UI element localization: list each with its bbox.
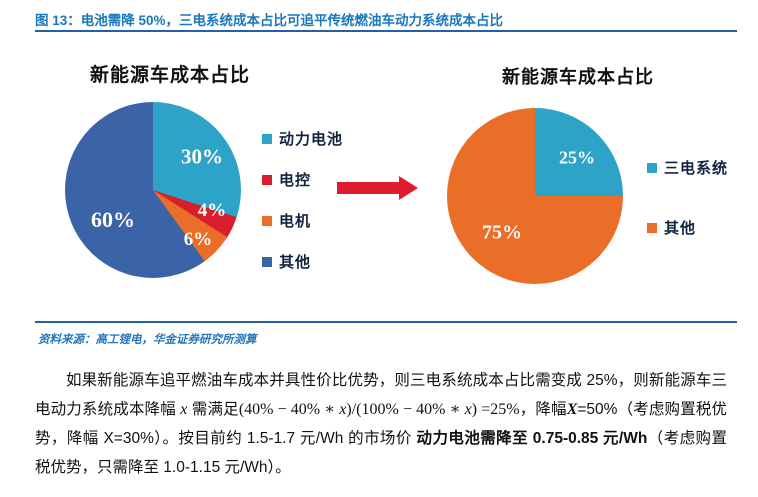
paragraph-run: 需满足 [187,401,239,418]
left-pie-title: 新能源车成本占比 [89,65,250,86]
legend-item: 电机 [262,210,343,231]
right-pie-title: 新能源车成本占比 [502,67,654,87]
pie-data-label: 25% [559,147,595,168]
analysis-paragraph: 如果新能源车追平燃油车成本并具性价比优势，则三电系统成本占比需变成 25%，则新… [35,366,727,482]
legend-item: 三电系统 [647,157,728,178]
data-source-note: 资料来源：高工锂电，华金证券研究所测算 [38,334,257,346]
arrow-right-icon [337,176,418,200]
legend-label: 三电系统 [664,161,729,177]
legend-label: 电控 [279,173,312,189]
pie-data-label: 30% [181,144,223,169]
legend-swatch-icon [647,162,657,173]
paragraph-run: ，降幅 [519,401,567,418]
paragraph-run: （考虑购置税优势，只需降至 1.0-1.15 元/Wh）。 [35,430,727,476]
paragraph-run: x [339,401,347,418]
paragraph-run: =50%（考虑购置税优势，降幅 X=30%）。按目前约 1.5-1.7 元/Wh… [35,401,727,447]
legend-item: 其他 [262,251,343,272]
pie-data-label: 4% [197,200,227,221]
legend-item: 电控 [262,169,343,190]
legend-swatch-icon [647,222,657,233]
paragraph-run: x [180,401,188,418]
arrow-body [337,182,399,194]
left-pie-legend: 动力电池电控电机其他 [262,128,343,292]
legend-swatch-icon [262,174,272,185]
paragraph-run: ) =25% [471,401,520,418]
title-divider [35,30,737,32]
paragraph-run: X [566,401,578,418]
right-pie-legend: 三电系统 其他 [647,157,728,277]
legend-swatch-icon [262,256,272,267]
paragraph-run: 如果新能源车追平燃油车成本并具性价比优势，则三电系统成本占比需变成 25%，则新… [35,372,727,418]
legend-swatch-icon [262,133,272,144]
left-pie [65,102,241,278]
legend-label: 动力电池 [279,132,344,148]
paragraph-run: x [464,401,472,418]
pie-data-label: 6% [183,229,213,250]
legend-item: 其他 [647,217,728,238]
legend-label: 其他 [279,255,312,271]
right-pie-labels: 25% 75% [447,108,623,284]
pie-data-label: 60% [91,207,135,232]
legend-label: 其他 [664,221,697,237]
paragraph-run: 动力电池需降至 0.75-0.85 元/Wh [416,430,648,447]
paragraph-run: (40% − 40% ∗ [238,401,340,418]
figure-bottom-divider [35,321,737,323]
paragraph-run: )/(100% − 40% ∗ [346,401,465,418]
arrow-head [399,176,418,200]
figure-title: 图 13：电池需降 50%，三电系统成本占比可追平传统燃油车动力系统成本占比 [35,13,504,28]
pie-data-label: 75% [482,221,522,244]
right-pie [447,108,623,284]
legend-label: 电机 [279,214,312,230]
legend-swatch-icon [262,215,272,226]
legend-item: 动力电池 [262,128,343,149]
left-pie-labels: 30% 4% 6% 60% [65,102,241,278]
